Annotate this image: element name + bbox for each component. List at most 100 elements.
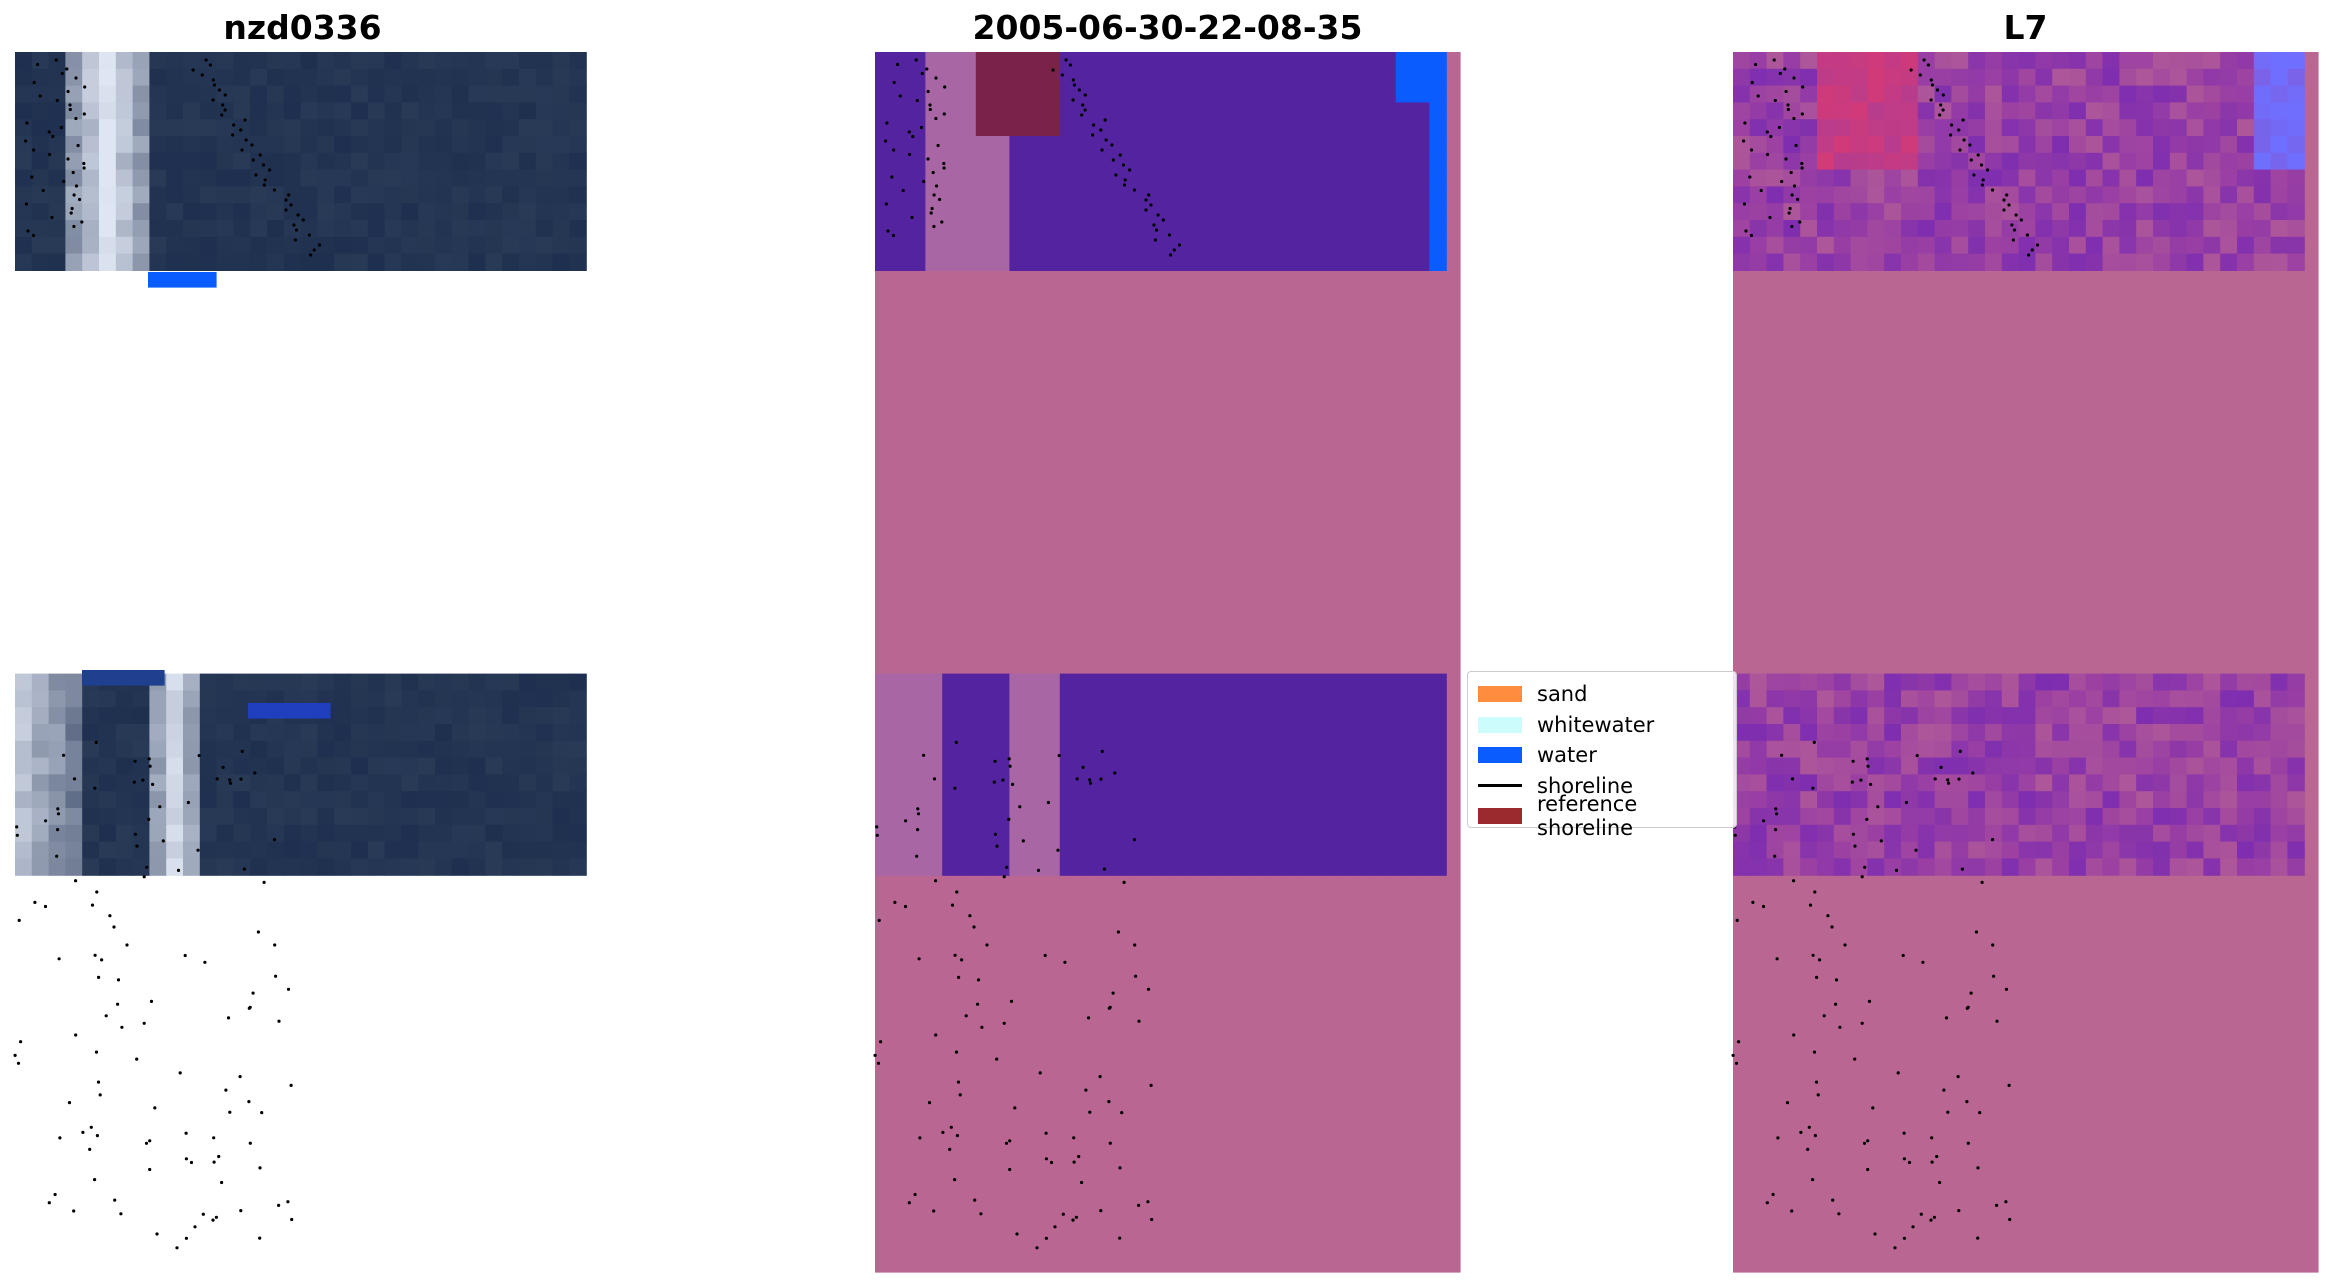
shoreline-dot [221,765,225,770]
shoreline-dot [250,143,254,147]
shoreline-dot [2030,248,2034,252]
shoreline-dot [1873,1232,1877,1236]
shoreline-dot [82,166,86,170]
shoreline-dot [193,1225,197,1229]
shoreline-dot [1894,868,1899,873]
shoreline-dot [929,211,933,215]
shoreline-dot [1929,1218,1933,1222]
shoreline-dot [1064,58,1068,62]
shoreline-dot [31,148,36,152]
shoreline-dot [286,987,291,991]
shoreline-dot [1773,854,1777,858]
shoreline-dot [953,786,957,790]
legend-swatch-sand [1478,686,1522,703]
shoreline-dot [141,778,145,782]
shoreline-dot [113,1198,117,1202]
shoreline-dot [934,879,938,883]
shoreline-dot [223,93,227,97]
shoreline-dot [1002,875,1006,879]
shoreline-dot [66,157,70,161]
shoreline-dot [890,175,894,179]
shoreline-dot [81,1130,85,1134]
shoreline-dot [71,170,75,175]
shoreline-dot [56,812,61,816]
shoreline-dot [196,848,200,852]
shoreline-dot [1860,1021,1864,1025]
shoreline-dot [1077,1154,1081,1159]
shoreline-dot [916,807,920,811]
shoreline-dot [995,844,999,848]
shoreline-dot [116,1002,120,1006]
legend-item-shoreline: shoreline [1478,771,1726,802]
shoreline-dot [214,1215,218,1219]
shoreline-dot [1981,178,1985,182]
shoreline-dot [976,1002,980,1006]
shoreline-dot [70,206,74,211]
shoreline-dot [56,807,60,811]
shoreline-dot [2010,223,2014,227]
shoreline-dot [1941,93,1945,97]
shoreline-dot [1991,943,1995,947]
shoreline-dot [898,94,902,98]
shoreline-dot [1946,781,1951,785]
shoreline-dot [133,759,137,763]
shoreline-dot [148,1139,152,1143]
shoreline-dot [2027,253,2031,257]
shoreline-dot [258,153,262,157]
shoreline-dot [224,1088,228,1092]
shoreline-dot [16,1061,21,1065]
shoreline-dot [1865,817,1869,822]
shoreline-dot [93,786,97,790]
shoreline-dot [261,163,266,167]
shoreline-dot [25,121,29,125]
shoreline-dot [41,188,45,193]
shoreline-dot [1834,978,1839,982]
shoreline-dot [1851,759,1855,763]
shoreline-dot [1007,817,1011,822]
shoreline-dot [1072,1136,1076,1140]
shoreline-dot [76,143,80,148]
shoreline-dot [1902,1157,1906,1161]
shoreline-dot [1790,1209,1794,1213]
shoreline-dot [277,1019,281,1023]
shoreline-dot [153,1106,157,1110]
shoreline-dot [1965,1100,1969,1104]
shoreline-dot [1061,1212,1065,1216]
shoreline-dot [62,179,66,184]
shoreline-dot [1147,193,1151,197]
shoreline-dot [197,754,201,758]
shoreline-dot [1961,118,1965,122]
shoreline-dot [200,73,204,77]
shoreline-dot [1950,123,1954,127]
shoreline-dot [239,1209,243,1213]
shoreline-dot [240,749,244,754]
shoreline-dot [289,203,293,207]
dark-strip [82,670,165,686]
shoreline-dot [1773,98,1777,103]
shoreline-dot [1080,113,1084,117]
shoreline-dot [1944,1016,1949,1020]
legend-label-water: water [1537,743,1597,768]
shoreline-dot [1111,158,1115,162]
shoreline-dot [1946,1110,1950,1114]
shoreline-dot [877,918,881,923]
shoreline-dot [58,1136,62,1140]
shoreline-dot [1859,778,1863,782]
index-image-panel [1733,52,2319,1273]
shoreline-dot [96,1080,101,1084]
shoreline-dot [2008,1217,2012,1222]
shoreline-dot [44,819,48,823]
shoreline-dot [15,833,19,837]
panel-title-satellite: L7 [2003,8,2048,47]
shoreline-dot [1968,143,1972,147]
blue-strip [248,703,331,719]
shoreline-dot [1969,158,1973,162]
shoreline-dot [17,918,21,923]
shoreline-dot [932,777,937,781]
shoreline-dot [1021,839,1025,843]
shoreline-dot [53,1192,57,1197]
shoreline-dot [1969,991,1973,995]
shoreline-dot [1935,88,1939,92]
shoreline-dot [1075,777,1079,781]
shoreline-dot [231,133,235,137]
